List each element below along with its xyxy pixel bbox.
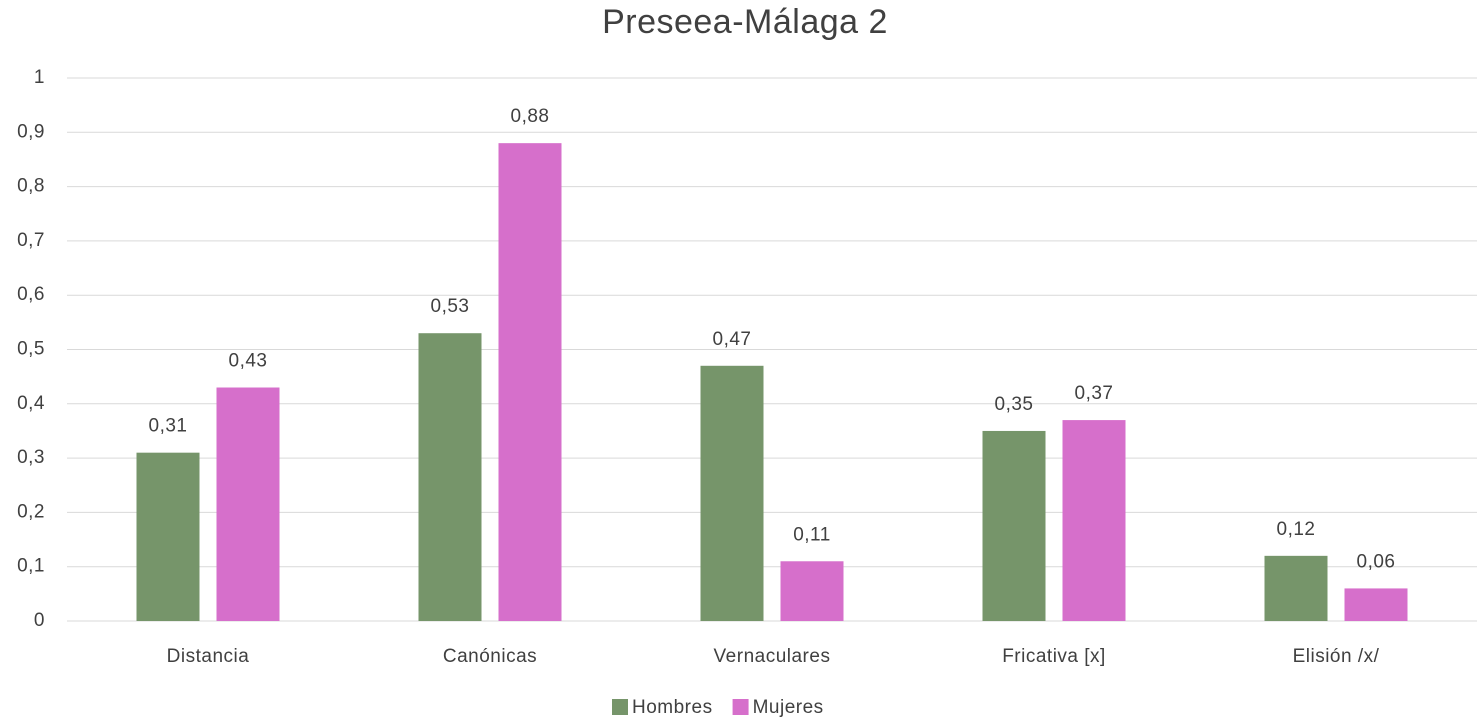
y-tick-label: 0,2 <box>17 501 45 522</box>
bar <box>700 365 764 621</box>
chart-title: Preseea-Málaga 2 <box>602 3 888 41</box>
y-tick-label: 0,7 <box>17 230 45 251</box>
y-tick-label: 0,8 <box>17 176 45 197</box>
y-tick-label: 0,4 <box>17 393 45 414</box>
bar <box>216 387 280 621</box>
data-label: 0,06 <box>1357 551 1396 572</box>
x-tick-label: Fricativa [x] <box>1002 646 1106 667</box>
data-label: 0,12 <box>1277 519 1316 540</box>
bar <box>982 430 1046 621</box>
data-label: 0,53 <box>431 296 470 317</box>
y-tick-label: 0,5 <box>17 339 45 360</box>
data-label: 0,37 <box>1075 383 1114 404</box>
data-label: 0,47 <box>713 329 752 350</box>
data-label: 0,43 <box>229 351 268 372</box>
y-tick-label: 0,3 <box>17 447 45 468</box>
data-label: 0,88 <box>511 106 550 127</box>
y-tick-label: 1 <box>34 67 45 88</box>
y-tick-label: 0,6 <box>17 284 45 305</box>
legend-label: Hombres <box>632 697 713 718</box>
bar <box>418 333 482 621</box>
legend-label: Mujeres <box>753 697 824 718</box>
bar <box>780 561 844 621</box>
legend-swatch <box>732 699 749 715</box>
x-tick-label: Elisión /x/ <box>1293 646 1380 667</box>
x-tick-label: Distancia <box>167 646 250 667</box>
data-label: 0,11 <box>793 524 831 545</box>
bar <box>1264 555 1328 621</box>
data-label: 0,31 <box>149 416 188 437</box>
bar <box>498 143 562 621</box>
y-tick-label: 0,9 <box>17 121 45 142</box>
bar <box>136 452 200 621</box>
y-tick-label: 0,1 <box>17 556 45 577</box>
x-tick-label: Vernaculares <box>714 646 831 667</box>
bar <box>1062 420 1126 621</box>
legend-swatch <box>612 699 628 715</box>
y-tick-label: 0 <box>34 610 45 631</box>
data-label: 0,35 <box>995 394 1034 415</box>
x-tick-label: Canónicas <box>443 646 537 667</box>
bar <box>1344 588 1408 621</box>
